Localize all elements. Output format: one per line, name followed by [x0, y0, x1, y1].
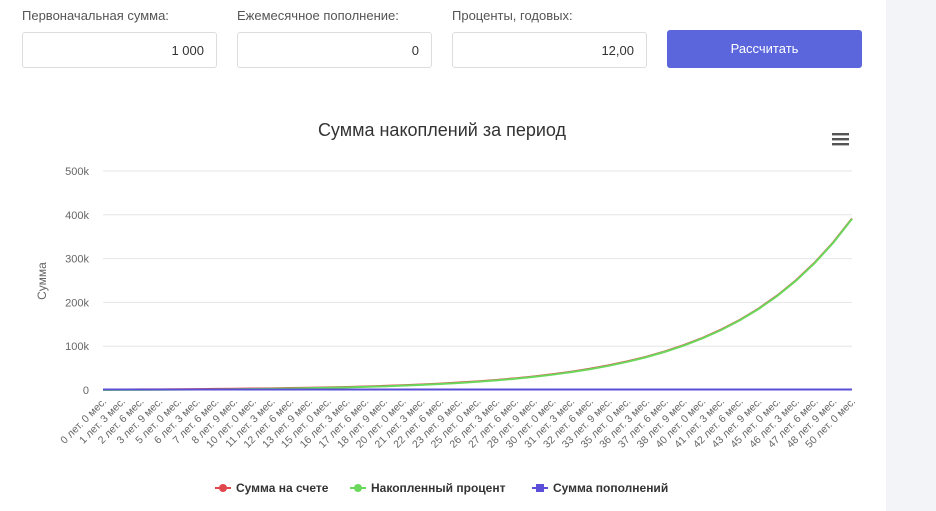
- input[interactable]: 12,00: [452, 32, 647, 68]
- legend-item[interactable]: Накопленный процент: [350, 481, 506, 495]
- field: Первоначальная сумма: 1 000: [22, 8, 217, 68]
- legend-marker: [219, 484, 227, 492]
- legend-marker: [536, 484, 544, 492]
- y-tick-label: 500k: [65, 166, 89, 178]
- legend-item[interactable]: Сумма пополнений: [532, 481, 668, 495]
- y-tick-label: 300k: [65, 254, 89, 266]
- legend-item[interactable]: Сумма на счете: [215, 481, 329, 495]
- calc-button[interactable]: Рассчитать: [667, 30, 862, 68]
- legend-marker: [354, 484, 362, 492]
- field: Ежемесячное пополнение: 0: [237, 8, 432, 68]
- chart-title: Сумма накоплений за период: [318, 120, 567, 140]
- series-line: [102, 217, 853, 391]
- series-line: [102, 218, 853, 391]
- field-label: Проценты, годовых:: [452, 8, 573, 23]
- y-tick-label: 100k: [65, 341, 89, 353]
- y-tick-label: 0: [83, 385, 89, 397]
- input[interactable]: 0: [237, 32, 432, 68]
- y-tick-label: 200k: [65, 297, 89, 309]
- legend-label: Сумма пополнений: [553, 481, 668, 495]
- field-label: Первоначальная сумма:: [22, 8, 169, 23]
- menu-icon[interactable]: [832, 133, 849, 146]
- y-axis-label: Сумма: [35, 262, 49, 300]
- legend-label: Сумма на счете: [236, 481, 329, 495]
- sidebar: [886, 0, 936, 511]
- field: Проценты, годовых: 12,00: [452, 8, 647, 68]
- legend-label: Накопленный процент: [371, 481, 506, 495]
- chart: Сумма накоплений за период Сумма 0 100k 20…: [35, 120, 858, 495]
- y-tick-label: 400k: [65, 210, 89, 222]
- field-label: Ежемесячное пополнение:: [237, 8, 399, 23]
- input[interactable]: 1 000: [22, 32, 217, 68]
